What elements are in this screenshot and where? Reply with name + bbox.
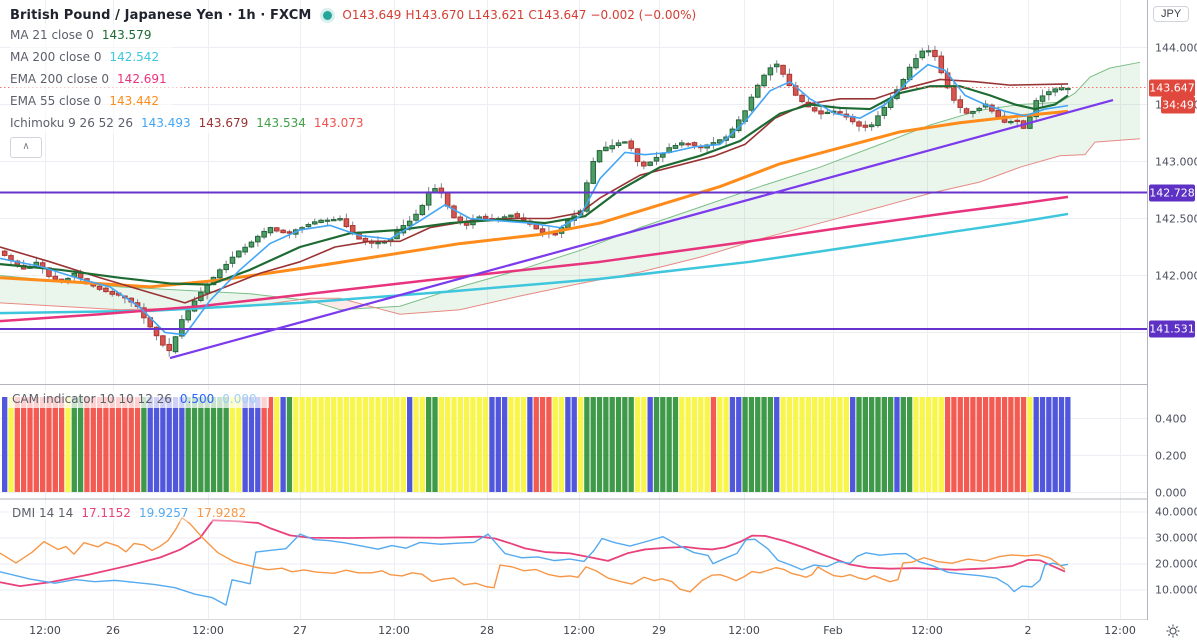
price-badge: 141.531	[1149, 320, 1195, 338]
currency-unit-button[interactable]: JPY	[1153, 6, 1190, 22]
indicator-label: EMA 55 close 0	[10, 94, 102, 108]
data-status-dot	[323, 10, 333, 20]
overlay-line-ma200	[0, 212, 1069, 315]
legend-row-cam-indicator[interactable]: CAM indicator 10 10 12 26 0.500 0.000	[8, 390, 269, 408]
price-axis-label: 20.0000	[1155, 557, 1197, 571]
time-axis-label: 2	[1024, 624, 1032, 637]
overlay-line-kijun	[0, 78, 1069, 304]
dmi-line-orange	[0, 517, 1066, 593]
time-axis-label: Feb	[823, 624, 843, 637]
time-axis-label: 12:00	[1104, 624, 1136, 637]
price-axis-label: 40.0000	[1155, 505, 1197, 519]
ohlc-high: H143.670	[405, 8, 465, 22]
indicator-value: 142.542	[109, 50, 160, 64]
price-axis-label: 10.0000	[1155, 583, 1197, 597]
legend-row-ichimoku[interactable]: Ichimoku 9 26 52 26 143.493 143.679 143.…	[10, 112, 378, 134]
dmi-line-blue	[0, 533, 1069, 606]
price-badge: 34:49	[1161, 96, 1195, 113]
time-axis-label: 12:00	[192, 624, 224, 637]
time-axis-label: 26	[106, 624, 120, 637]
indicator-value: 0.000	[222, 392, 257, 406]
price-axis-label: 0.400	[1155, 412, 1187, 425]
indicator-label: MA 200 close 0	[10, 50, 102, 64]
price-axis-label: 0.000	[1155, 486, 1187, 499]
time-axis-label: 27	[293, 624, 307, 637]
indicator-label: DMI 14 14	[12, 506, 74, 520]
indicator-value: 143.679	[198, 116, 249, 130]
chevron-up-icon: ∧	[22, 141, 30, 152]
price-axis-label: 142.500	[1155, 212, 1197, 225]
indicator-label: MA 21 close 0	[10, 28, 94, 42]
time-axis-label: 29	[652, 624, 666, 637]
ohlc-low: L143.621	[468, 8, 525, 22]
dmi-line-pink	[0, 519, 1066, 587]
indicator-value: 143.579	[101, 28, 152, 42]
indicator-value: 0.500	[179, 392, 215, 406]
indicator-value: 19.9257	[138, 506, 189, 520]
indicator-value: 142.691	[117, 72, 167, 86]
time-axis-label: 12:00	[911, 624, 943, 637]
price-axis[interactable]: JPY 144.000143.500143.000142.500142.0000…	[1148, 0, 1197, 620]
ohlc-open: O143.649	[342, 8, 402, 22]
price-axis-label: 30.0000	[1155, 531, 1197, 545]
legend-row-ema55[interactable]: EMA 55 close 0 143.442	[10, 90, 174, 112]
axis-settings-corner[interactable]	[1148, 620, 1197, 642]
price-badge: 142.728	[1149, 184, 1195, 201]
legend-row-ma21[interactable]: MA 21 close 0 143.579	[10, 24, 166, 46]
indicator-value: 143.442	[109, 94, 160, 108]
chart-canvas[interactable]	[0, 0, 1148, 642]
legend-row-ema200[interactable]: EMA 200 close 0 142.691	[10, 68, 181, 90]
time-axis-label: 12:00	[563, 624, 595, 637]
cam-bar-series	[2, 397, 1071, 492]
indicator-value: 17.9282	[196, 506, 247, 520]
indicator-value: 17.1152	[81, 506, 131, 520]
legend-row-ma200[interactable]: MA 200 close 0 142.542	[10, 46, 174, 68]
time-axis-label: 12:00	[728, 624, 760, 637]
indicator-label: Ichimoku 9 26 52 26	[10, 116, 133, 130]
overlay-line-ema55	[0, 109, 1069, 289]
ohlc-close: C143.647	[528, 8, 587, 22]
indicator-value: 143.073	[313, 116, 364, 130]
time-axis-label: 12:00	[378, 624, 410, 637]
price-axis-label: 0.200	[1155, 449, 1187, 462]
indicator-label: CAM indicator 10 10 12 26	[12, 392, 172, 406]
price-axis-label: 143.000	[1155, 155, 1197, 168]
symbol-title[interactable]: British Pound / Japanese Yen · 1h · FXCM	[10, 7, 312, 23]
indicator-label: EMA 200 close 0	[10, 72, 110, 86]
legend-row-dmi[interactable]: DMI 14 14 17.1152 19.9257 17.9282	[8, 504, 259, 522]
overlay-line-ma21	[0, 85, 1069, 286]
price-badge: 143.647	[1149, 79, 1195, 97]
indicator-value: 143.534	[256, 116, 306, 130]
time-axis-label: 28	[480, 624, 494, 637]
overlay-line-tenkan	[0, 63, 1069, 336]
legend-collapse-button[interactable]: ∧	[10, 137, 42, 158]
ohlc-change: −0.002 (−0.00%)	[590, 8, 697, 22]
price-axis-label: 144.000	[1155, 41, 1197, 54]
time-axis[interactable]: 12:00 26 12:00 27 12:00 28 12:00 29 12:00 Feb 12:0…	[0, 620, 1148, 642]
price-axis-label: 142.000	[1155, 269, 1197, 282]
trend-line	[169, 98, 1114, 360]
time-axis-label: 12:00	[29, 624, 61, 637]
overlay-line-ema200	[0, 195, 1069, 323]
gear-icon	[1166, 624, 1179, 638]
indicator-value: 143.493	[141, 116, 191, 130]
ohlc-values: O143.649 H143.670 L143.621 C143.647 −0.002 (…	[342, 8, 700, 22]
